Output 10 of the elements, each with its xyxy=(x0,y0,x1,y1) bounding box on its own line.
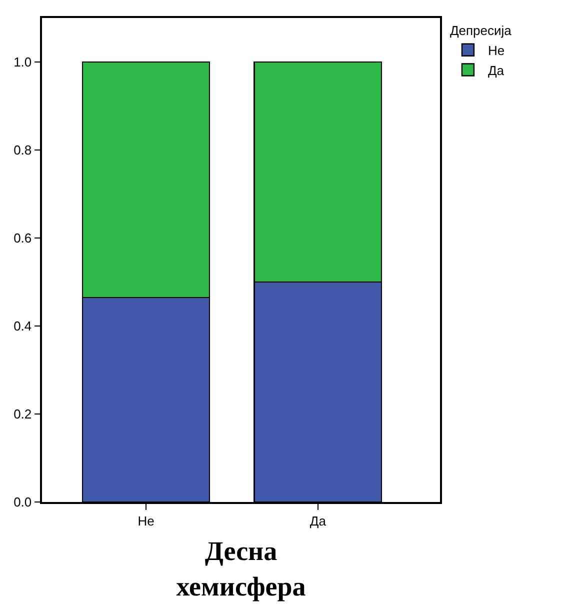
x-axis-title: Десна хемисфера xyxy=(176,536,306,602)
legend-label: Не xyxy=(488,42,505,58)
y-tick-label: 0.4 xyxy=(14,318,32,334)
y-tick-label: 0.8 xyxy=(14,142,32,158)
y-tick-label: 0.6 xyxy=(14,230,32,246)
y-tick-label: 0.2 xyxy=(14,406,32,422)
legend-title: Депресија xyxy=(450,22,512,38)
y-tick-label: 1.0 xyxy=(14,54,32,70)
legend-label: Да xyxy=(488,62,505,78)
y-tick-label: 0.0 xyxy=(14,494,32,510)
